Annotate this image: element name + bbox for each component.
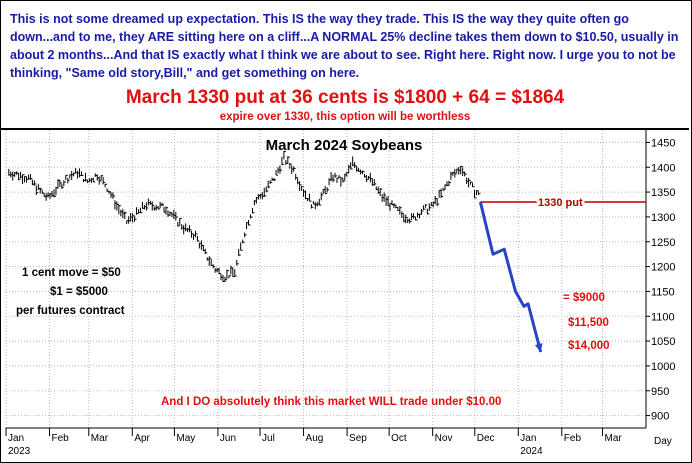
x-tick-label: Mar	[91, 433, 109, 444]
y-tick-label: 1150	[651, 286, 675, 298]
year-label: 2024	[520, 446, 543, 457]
x-tick-label: Feb	[564, 433, 582, 444]
chart-grid	[5, 130, 646, 428]
put-strike-label: 1330 put	[538, 197, 583, 209]
profit-value-label: $14,000	[568, 340, 610, 352]
x-tick-label: Apr	[134, 433, 150, 444]
x-tick-label: Oct	[391, 433, 407, 444]
chart-title: March 2024 Soybeans	[266, 137, 423, 154]
y-tick-label: 1350	[651, 187, 675, 199]
price-chart: 900 950 1000 1050 1100 1150 1200 1250 1300 1350 14…	[5, 130, 675, 457]
x-tick-label: Mar	[604, 433, 622, 444]
x-tick-label: Jun	[220, 433, 236, 444]
y-tick-label: 1450	[651, 137, 675, 149]
projection-arrowhead	[534, 343, 543, 353]
x-tick-label: Jul	[262, 433, 275, 444]
chart-annotations: March 2024 Soybeans 1330 put 1 cent move =…	[16, 137, 646, 408]
x-tick-label: Jan	[520, 433, 536, 444]
y-tick-label: 1100	[651, 311, 675, 323]
contract-note-line: $1 = $5000	[50, 286, 108, 298]
x-tick-label: Nov	[435, 433, 453, 444]
forecast-statement: And I DO absolutely think this market WI…	[161, 396, 501, 408]
headline-text: March 1330 put at 36 cents is $1800 + 64…	[125, 87, 565, 108]
intro-text: This is not some dreamed up expectation.…	[10, 12, 679, 80]
x-tick-label: Jan	[8, 433, 24, 444]
chart-series	[8, 150, 481, 283]
subline-text: expire over 1330, this option will be wo…	[219, 111, 471, 123]
x-tick-label: Feb	[52, 433, 70, 444]
y-tick-label: 1400	[651, 162, 675, 174]
contract-note-line: 1 cent move = $50	[22, 267, 121, 279]
year-label: 2023	[8, 446, 31, 457]
contract-note-line: per futures contract	[16, 305, 125, 317]
y-tick-label: 1050	[651, 336, 675, 348]
x-tick-label: May	[176, 433, 195, 444]
profit-value-label: $11,500	[568, 317, 609, 329]
projection-path	[478, 201, 543, 353]
x-tick-label: Aug	[306, 433, 324, 444]
y-tick-label: 900	[651, 411, 669, 423]
x-tick-label: Sep	[349, 433, 367, 444]
y-tick-label: 1000	[651, 361, 675, 373]
y-tick-label: 1200	[651, 262, 675, 274]
x-unit-label: Day	[654, 436, 672, 447]
chart-axes: 900 950 1000 1050 1100 1150 1200 1250 1300 1350 14…	[5, 130, 675, 457]
y-tick-label: 1250	[651, 237, 675, 249]
profit-value-label: = $9000	[563, 292, 605, 304]
x-tick-label: Dec	[477, 433, 495, 444]
y-tick-label: 950	[651, 386, 669, 398]
y-tick-label: 1300	[651, 212, 675, 224]
commentary-header: This is not some dreamed up expectation.…	[1, 1, 689, 130]
